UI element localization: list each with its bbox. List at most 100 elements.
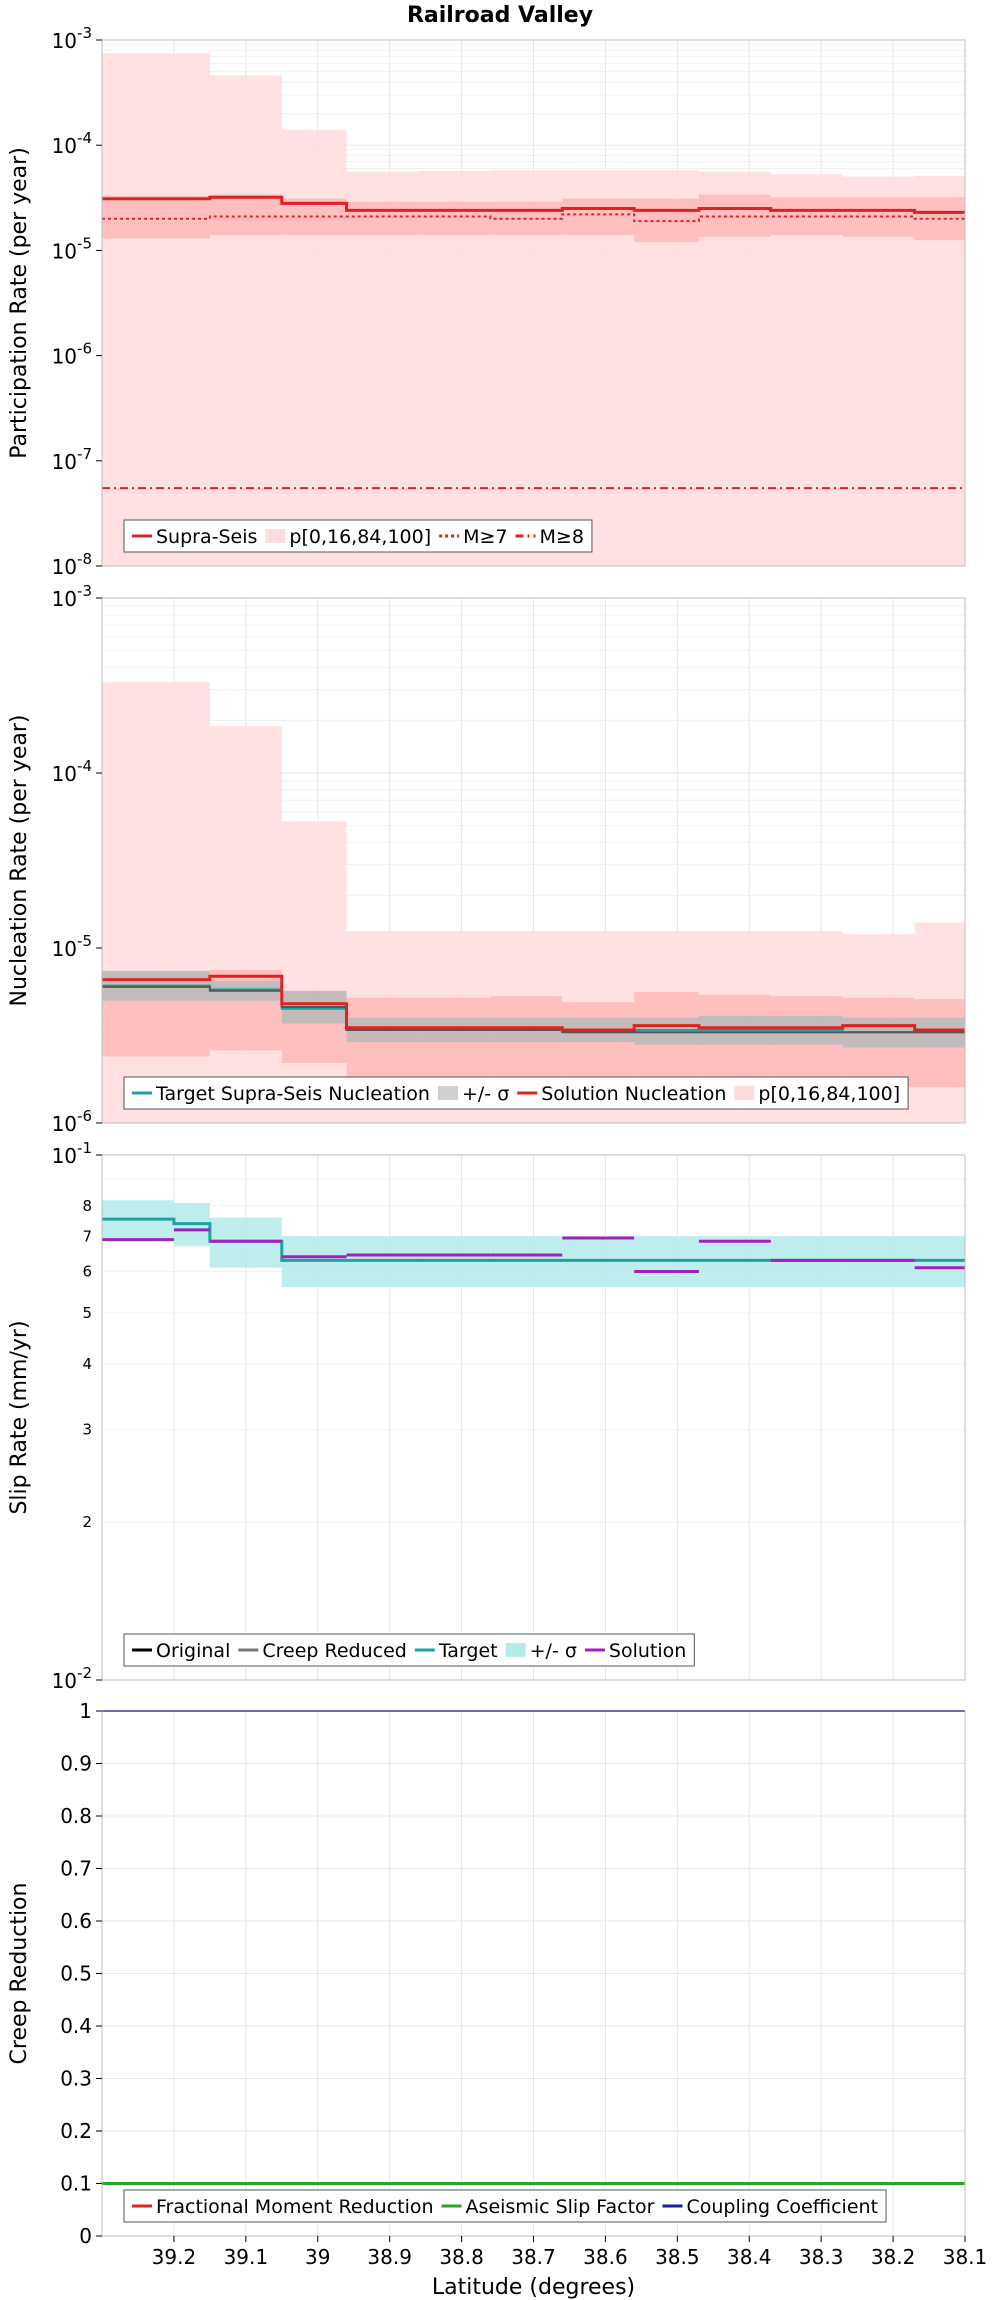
participation-panel: 10-8 10-7 10-6 10-5 10-4 10-3 Participation Ra… (7, 24, 966, 579)
creep-x-tick-label: 38.1 (943, 2245, 988, 2269)
creep-legend-label-1: Aseismic Slip Factor (466, 2196, 655, 2218)
participation-legend-label-0: Supra-Seis (156, 526, 257, 548)
participation-legend-label-2: M≥7 (463, 526, 507, 548)
creep-y-axis-label: Creep Reduction (7, 1883, 32, 2065)
creep-legend-label-2: Coupling Coefficient (686, 2196, 878, 2218)
slip-legend: Original Creep Reduced Target +/- σ Solution (123, 1633, 695, 1667)
nucleation-y-tick-label: 10-4 (52, 757, 92, 786)
participation-y-tick-label: 10-7 (52, 445, 92, 474)
nucleation-legend-label-0: Target Supra-Seis Nucleation (155, 1083, 430, 1105)
slip-legend-label-2: Target (438, 1640, 498, 1662)
participation-band-0 (842, 176, 915, 567)
slip-y-minor-tick-label: 6 (82, 1262, 92, 1280)
creep-legend: Fractional Moment Reduction Aseismic Slip… (123, 2189, 887, 2223)
creep-x-axis-label: Latitude (degrees) (432, 2275, 635, 2300)
nucleation-y-tick-label: 10-5 (52, 932, 92, 961)
creep-y-tick-label: 0.3 (60, 2067, 92, 2091)
slip-y-minor-tick-label: 8 (82, 1197, 92, 1215)
creep-y-tick-label: 0 (79, 2224, 92, 2248)
participation-band-1 (418, 201, 491, 236)
participation-y-tick-label: 10-6 (52, 340, 92, 369)
participation-band-1 (102, 195, 210, 239)
nucleation-band-1 (562, 1002, 635, 1083)
creep-y-tick-label: 1 (79, 1699, 92, 1723)
participation-band-0 (490, 170, 563, 566)
slip-y-minor-tick-label: 2 (82, 1513, 92, 1531)
slip-legend-swatch-3 (505, 1643, 526, 1657)
participation-legend-swatch-1 (265, 529, 286, 543)
nucleation-plot-frame (101, 597, 966, 1124)
creep-x-tick-label: 39.1 (224, 2245, 269, 2269)
participation-series-1 (102, 213, 965, 223)
nucleation-y-tick-label: 10-3 (52, 582, 92, 611)
participation-legend-label-1: p[0,16,84,100] (289, 526, 431, 548)
slip-y-minor-tick-label: 3 (82, 1421, 92, 1439)
creep-x-tick-label: 38.8 (439, 2245, 484, 2269)
creep-y-tick-label: 0.2 (60, 2119, 92, 2143)
participation-band-1 (562, 198, 635, 236)
nucleation-y-axis-label: Nucleation Rate (per year) (7, 715, 32, 1007)
participation-band-0 (698, 171, 771, 566)
participation-band-0 (418, 170, 491, 566)
participation-y-tick-label: 10-8 (52, 550, 92, 579)
nucleation-band-0 (209, 726, 282, 1123)
slip-legend-label-3: +/- σ (530, 1640, 577, 1662)
creep-x-tick-label: 39 (305, 2245, 330, 2269)
slip-y-minor-tick-label: 5 (82, 1304, 92, 1322)
participation-band-1 (698, 194, 771, 237)
participation-y-tick-label: 10-5 (52, 234, 92, 263)
nucleation-legend-label-2: Solution Nucleation (541, 1083, 726, 1105)
participation-series-0 (102, 195, 965, 214)
creep-panel: 0 0.1 0.2 0.3 0.4 0.5 0.6 0.7 0.8 0.9 1 39.2 39.1 39 3… (7, 1699, 987, 2300)
participation-y-tick-label: 10-3 (52, 24, 92, 53)
nucleation-legend-swatch-3 (734, 1086, 755, 1100)
participation-plot-frame (101, 39, 966, 567)
slip-panel: 10-2 10-1 2 3 4 5 6 7 8 Slip Rate (mm/yr) Original… (7, 1139, 966, 1693)
participation-band-0 (346, 171, 419, 566)
nucleation-legend-box (123, 1076, 909, 1110)
creep-y-tick-label: 0.9 (60, 1752, 92, 1776)
participation-band-0 (914, 175, 965, 566)
nucleation-y-tick-label: 10-6 (52, 1107, 92, 1136)
participation-band-0 (562, 170, 635, 566)
creep-y-tick-label: 0.5 (60, 1962, 92, 1986)
creep-x-tick-label: 38.2 (871, 2245, 916, 2269)
creep-y-tick-label: 0.4 (60, 2014, 92, 2038)
participation-band-1 (842, 197, 915, 237)
creep-x-tick-label: 38.6 (583, 2245, 628, 2269)
participation-legend: Supra-Seis p[0,16,84,100] M≥7 M≥8 (123, 519, 593, 553)
nucleation-series-2 (102, 974, 965, 1032)
creep-x-tick-label: 38.5 (655, 2245, 700, 2269)
participation-band-0 (281, 129, 347, 566)
slip-legend-label-4: Solution (609, 1640, 686, 1662)
nucleation-band-0 (102, 682, 210, 1123)
creep-y-tick-label: 0.8 (60, 1804, 92, 1828)
participation-band-0 (770, 174, 843, 566)
nucleation-legend: Target Supra-Seis Nucleation +/- σ Solutio… (123, 1076, 909, 1110)
nucleation-band-2 (634, 1017, 699, 1045)
participation-y-axis-label: Participation Rate (per year) (7, 147, 32, 459)
slip-plot-frame (101, 1154, 966, 1681)
slip-legend-label-1: Creep Reduced (262, 1640, 406, 1662)
slip-y-tick-label: 10-2 (52, 1664, 92, 1693)
slip-y-minor-tick-label: 7 (82, 1227, 92, 1245)
participation-band-1 (209, 194, 282, 236)
slip-legend-label-0: Original (156, 1640, 230, 1662)
participation-band-1 (346, 201, 419, 236)
nucleation-legend-label-3: p[0,16,84,100] (758, 1083, 900, 1105)
nucleation-band-0 (281, 821, 347, 1123)
creep-x-tick-label: 39.2 (152, 2245, 197, 2269)
nucleation-panel: 10-6 10-5 10-4 10-3 Nucleation Rate (per yea… (7, 582, 966, 1136)
nucleation-legend-swatch-1 (437, 1086, 458, 1100)
participation-band-0 (209, 75, 282, 566)
nucleation-series-1 (102, 985, 965, 1034)
participation-legend-label-3: M≥8 (540, 526, 584, 548)
nucleation-legend-label-1: +/- σ (462, 1083, 509, 1105)
creep-x-tick-label: 38.9 (367, 2245, 412, 2269)
slip-y-minor-tick-label: 4 (82, 1355, 92, 1373)
creep-y-tick-label: 0.7 (60, 1857, 92, 1881)
participation-legend-box (123, 519, 593, 553)
creep-legend-label-0: Fractional Moment Reduction (156, 2196, 434, 2218)
creep-y-tick-label: 0.1 (60, 2172, 92, 2196)
